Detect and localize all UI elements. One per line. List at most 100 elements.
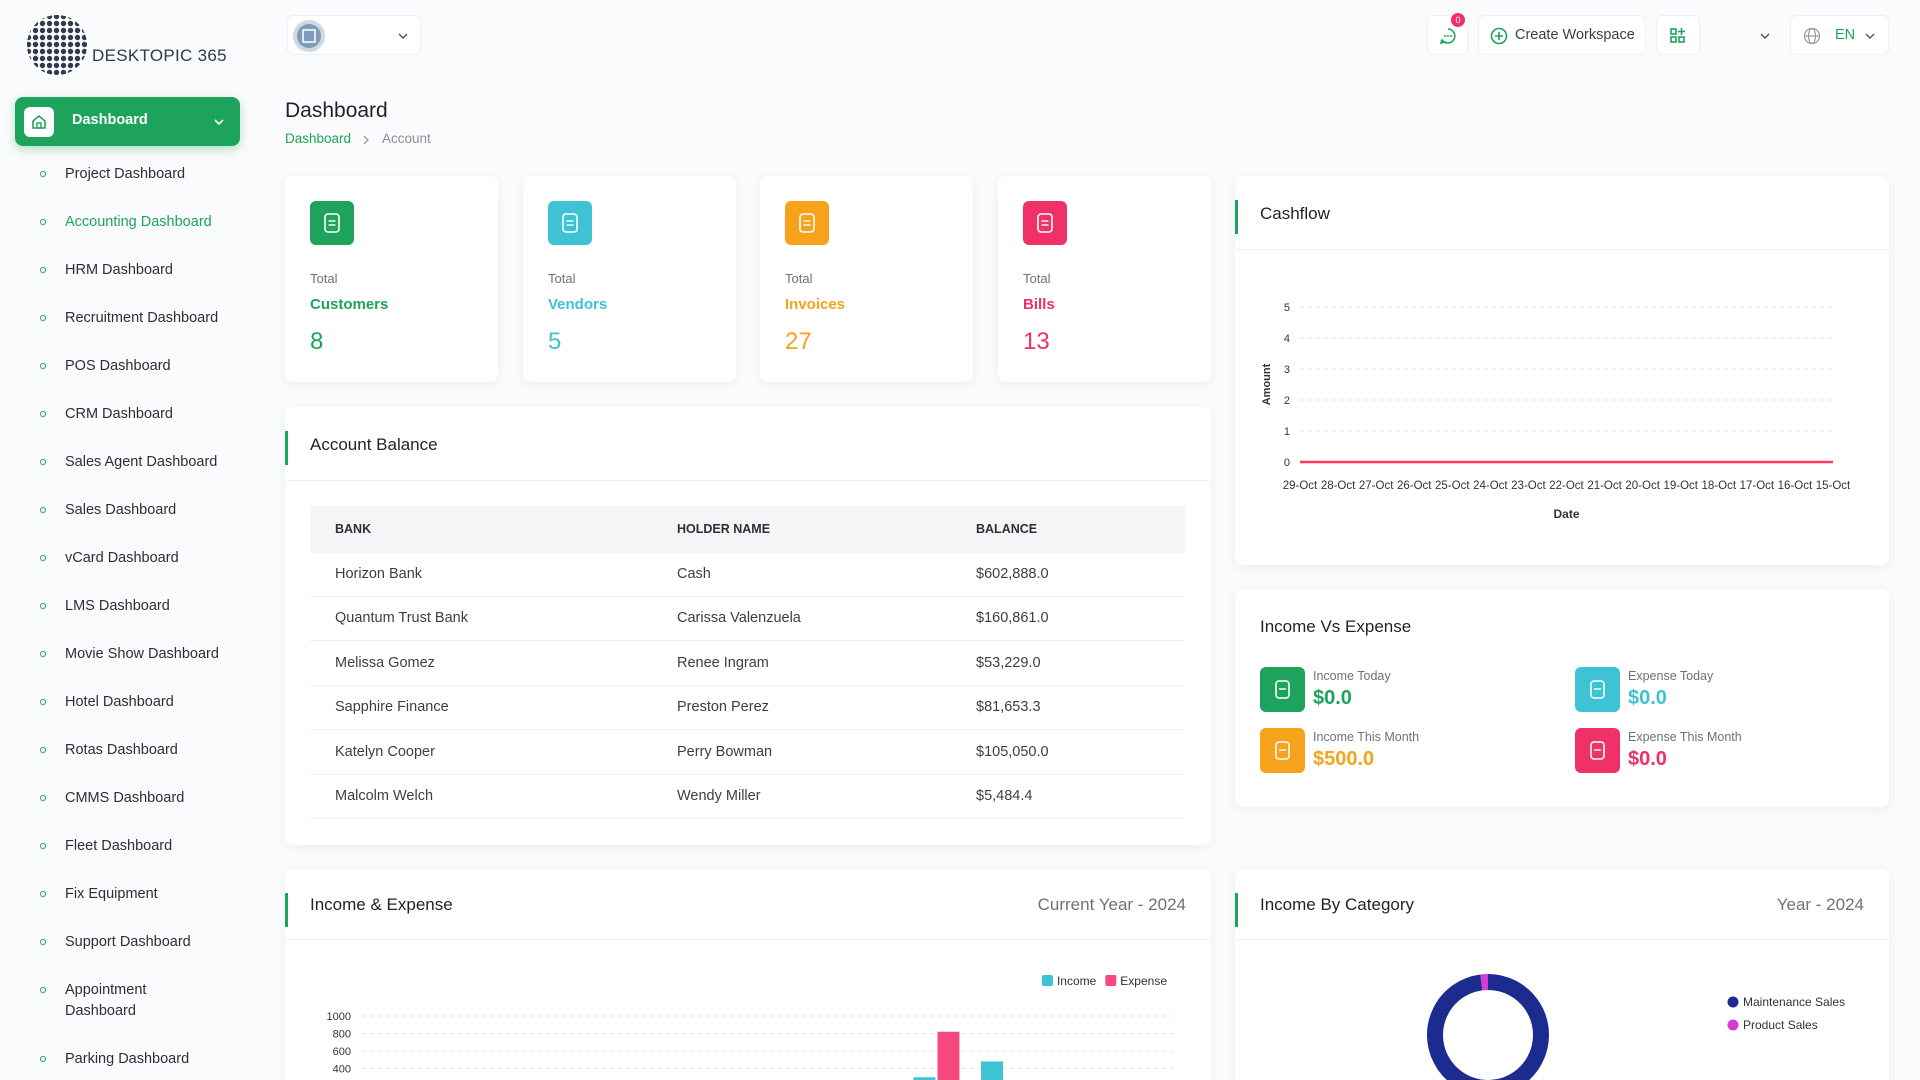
menu-item-label: CRM Dashboard <box>65 405 173 422</box>
stat-label: Total <box>785 271 813 286</box>
card-accent <box>285 893 288 927</box>
table-cell: Sapphire Finance <box>335 699 449 716</box>
menu-item-label: Hotel Dashboard <box>65 693 174 710</box>
menu-item[interactable]: Support Dashboard <box>0 918 240 966</box>
menu-item[interactable]: CRM Dashboard <box>0 390 240 438</box>
table-cell: Wendy Miller <box>677 788 761 804</box>
tile-glyph <box>1590 680 1605 699</box>
home-glyph <box>32 114 46 129</box>
stat-label: Total <box>310 271 338 286</box>
stat-glyph <box>562 213 578 233</box>
table-column-header: HOLDER NAME <box>677 522 771 536</box>
stat-value: 13 <box>1023 328 1050 355</box>
globe-glyph <box>1803 27 1821 45</box>
card-title: Income Vs Expense <box>1260 617 1412 636</box>
chevron <box>1865 33 1875 39</box>
table-cell: Carissa Valenzuela <box>677 610 801 627</box>
card-subtitle: Year - 2024 <box>1776 895 1864 914</box>
menu-item[interactable]: Appointment Dashboard <box>0 966 240 1035</box>
stat-icon <box>548 201 592 245</box>
chevron <box>214 119 224 126</box>
stat-label: Total <box>1023 271 1051 286</box>
tile-label: Expense Today <box>1628 669 1714 683</box>
glyph-shape <box>799 213 815 233</box>
stat-name: Invoices <box>785 296 846 313</box>
menu-item-label: Sales Dashboard <box>65 501 177 518</box>
row-divider <box>310 729 1185 731</box>
glyph-shape <box>324 213 340 233</box>
workspace-selector[interactable] <box>287 15 421 55</box>
menu-item-label: Parking Dashboard <box>65 1050 190 1067</box>
menu-item[interactable]: vCard Dashboard <box>0 534 240 582</box>
table-cell: $105,050.0 <box>976 743 1049 760</box>
table-cell: Cash <box>677 566 711 582</box>
tile-value: $0.0 <box>1628 748 1667 770</box>
create-workspace-button[interactable]: Create Workspace <box>1478 15 1646 55</box>
menu-item-label: Recruitment Dashboard <box>65 309 219 326</box>
menu-item[interactable]: Hotel Dashboard <box>0 678 240 726</box>
language-button[interactable]: EN <box>1790 15 1889 55</box>
menu-item[interactable]: POS Dashboard <box>0 342 240 390</box>
breadcrumb-separator <box>363 135 369 145</box>
sidebar: DESKTOPIC 365 Dashboard Project Dashboar… <box>0 0 250 1080</box>
table-cell: $5,484.4 <box>976 788 1033 804</box>
menu-item[interactable]: Project Dashboard <box>0 150 240 198</box>
menu-item[interactable]: Recruitment Dashboard <box>0 294 240 342</box>
stat-label: Total <box>548 271 576 286</box>
row-divider <box>310 640 1185 642</box>
glyph-shape <box>562 213 578 233</box>
card-divider <box>285 939 1211 940</box>
menu-item[interactable]: Fix Equipment <box>0 870 240 918</box>
table-cell: Katelyn Cooper <box>335 743 435 760</box>
menu-item-label: vCard Dashboard <box>65 549 179 566</box>
card-subtitle: Current Year - 2024 <box>1037 895 1186 914</box>
tile-label: Income Today <box>1313 669 1391 683</box>
card-title: Cashflow <box>1260 204 1330 223</box>
menu-item[interactable]: Sales Agent Dashboard <box>0 438 240 486</box>
chat-button[interactable]: 0 <box>1427 13 1468 55</box>
menu-item-label: Rotas Dashboard <box>65 741 178 758</box>
menu-item[interactable]: Parking Dashboard <box>0 1035 240 1080</box>
active-menu[interactable]: Dashboard <box>15 97 240 146</box>
table-cell: Horizon Bank <box>335 566 423 582</box>
cashflow-card: Cashflow <box>1235 176 1889 565</box>
income-category-card: Income By Category Year - 2024 <box>1235 869 1889 1080</box>
stat-name: Customers <box>310 296 389 313</box>
menu-item[interactable]: Rotas Dashboard <box>0 726 240 774</box>
logo-text: DESKTOPIC 365 <box>92 46 227 65</box>
breadcrumb-current: Account <box>382 131 431 146</box>
stat-card: Total Bills 13 <box>998 176 1211 382</box>
menu-item[interactable]: Movie Show Dashboard <box>0 630 240 678</box>
apps-button[interactable] <box>1656 15 1700 55</box>
user-dropdown[interactable] <box>1719 15 1780 55</box>
table-cell: $160,861.0 <box>976 610 1049 627</box>
menu-item-label: Movie Show Dashboard <box>65 645 219 662</box>
card-divider <box>1235 249 1889 250</box>
tile-glyph <box>1275 680 1290 699</box>
tile-value: $500.0 <box>1313 748 1375 770</box>
menu-item-label: Project Dashboard <box>65 165 186 182</box>
menu-item[interactable]: HRM Dashboard <box>0 246 240 294</box>
stat-icon <box>785 201 829 245</box>
apps-glyph <box>1670 28 1685 43</box>
menu-item-label: Fix Equipment <box>65 885 158 902</box>
glyph-shape <box>1590 680 1605 699</box>
menu-item[interactable]: LMS Dashboard <box>0 582 240 630</box>
menu-item[interactable]: CMMS Dashboard <box>0 774 240 822</box>
menu-item-label: Fleet Dashboard <box>65 837 173 854</box>
menu-item[interactable]: Fleet Dashboard <box>0 822 240 870</box>
tile-glyph <box>1590 741 1605 760</box>
stat-name: Bills <box>1023 296 1055 313</box>
account-balance-card: Account Balance BANK HOLDER NAME BALANCE Ho… <box>285 407 1211 845</box>
menu-item[interactable]: Accounting Dashboard <box>0 198 240 246</box>
language-label: EN <box>1835 27 1856 43</box>
glyph-shape <box>1037 213 1053 233</box>
table-cell: Perry Bowman <box>677 743 773 760</box>
stat-value: 5 <box>548 328 562 355</box>
stat-glyph <box>324 213 340 233</box>
breadcrumb-link[interactable]: Dashboard <box>285 131 352 146</box>
menu-item[interactable]: Sales Dashboard <box>0 486 240 534</box>
active-menu-label: Dashboard <box>72 112 148 128</box>
notification-badge: 0 <box>1451 13 1465 27</box>
